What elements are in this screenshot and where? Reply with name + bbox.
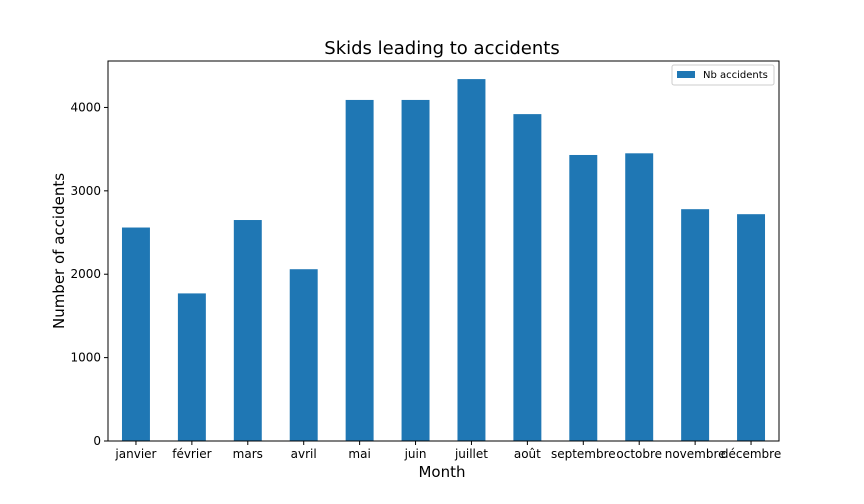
bar-2 [233, 220, 262, 441]
y-axis-ticks: 0 1000 2000 3000 4000 [70, 100, 108, 448]
bar-4 [345, 99, 374, 441]
bar-10 [681, 209, 710, 441]
bar-6 [457, 79, 486, 441]
legend-box [671, 64, 775, 86]
legend: Nb accidents [671, 64, 775, 86]
y-tick-label-4: 4000 [70, 100, 101, 114]
x-tick-label-0: janvier [114, 447, 156, 461]
y-tick-label-3: 3000 [70, 184, 101, 198]
bars-group [121, 79, 766, 441]
x-tick-label-5: juin [404, 447, 427, 461]
plot-frame [107, 60, 780, 442]
bar-9 [625, 153, 654, 441]
bar-8 [569, 154, 598, 441]
y-axis-label: Number of accidents [50, 173, 68, 329]
x-tick-label-2: mars [233, 447, 263, 461]
x-tick-label-3: avril [291, 447, 317, 461]
y-tick-label-0: 0 [93, 434, 101, 448]
y-tick-label-1: 1000 [70, 351, 101, 365]
x-tick-label-7: août [514, 447, 541, 461]
x-axis-ticks: janvier février mars avril mai juin juillet aoû… [114, 441, 781, 461]
bar-7 [513, 114, 542, 441]
bar-5 [401, 99, 430, 441]
x-tick-label-9: octobre [616, 447, 662, 461]
bar-3 [289, 269, 318, 441]
x-axis-label: Month [418, 463, 465, 481]
x-tick-label-10: novembre [665, 447, 726, 461]
x-tick-label-4: mai [348, 447, 370, 461]
x-tick-label-1: février [172, 447, 211, 461]
bar-1 [177, 293, 206, 441]
y-tick-label-2: 2000 [70, 267, 101, 281]
bar-0 [121, 227, 150, 441]
x-tick-label-8: septembre [551, 447, 616, 461]
legend-swatch [677, 71, 695, 78]
bar-11 [737, 214, 766, 441]
chart-title: Skids leading to accidents [324, 38, 559, 59]
x-tick-label-11: décembre [721, 447, 781, 461]
x-tick-label-6: juillet [454, 447, 488, 461]
legend-label-nb-accidents: Nb accidents [703, 70, 768, 81]
